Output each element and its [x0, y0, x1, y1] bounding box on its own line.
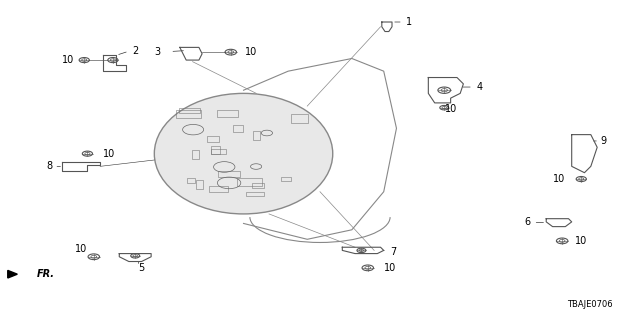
- Text: 10: 10: [245, 47, 257, 57]
- Text: 4: 4: [476, 82, 483, 92]
- Text: 10: 10: [75, 244, 87, 254]
- Bar: [176, 110, 200, 118]
- Text: 2: 2: [132, 45, 138, 56]
- Bar: [218, 110, 237, 117]
- Bar: [179, 108, 200, 113]
- Text: 3: 3: [155, 47, 161, 57]
- Text: 9: 9: [600, 136, 607, 146]
- Bar: [281, 177, 291, 181]
- Text: 6: 6: [524, 218, 531, 228]
- Bar: [291, 114, 308, 123]
- Ellipse shape: [154, 93, 333, 214]
- Text: FR.: FR.: [36, 269, 54, 279]
- Text: 10: 10: [384, 263, 396, 273]
- Text: TBAJE0706: TBAJE0706: [568, 300, 613, 309]
- Text: 10: 10: [553, 174, 565, 184]
- Bar: [253, 131, 260, 140]
- Text: 5: 5: [138, 263, 145, 273]
- Bar: [211, 146, 220, 154]
- Bar: [188, 178, 195, 183]
- Text: 10: 10: [575, 236, 587, 246]
- Text: 1: 1: [406, 17, 412, 27]
- Bar: [237, 178, 262, 186]
- Bar: [211, 149, 226, 154]
- Bar: [246, 192, 264, 196]
- Polygon shape: [8, 270, 17, 278]
- Bar: [192, 150, 199, 158]
- Text: 10: 10: [445, 104, 457, 114]
- Bar: [233, 125, 243, 132]
- Text: 8: 8: [46, 161, 52, 171]
- Text: 7: 7: [390, 247, 396, 257]
- Bar: [252, 183, 264, 188]
- Text: 10: 10: [62, 55, 74, 65]
- Bar: [196, 180, 204, 188]
- Bar: [207, 136, 219, 142]
- Bar: [218, 171, 241, 177]
- Text: 10: 10: [103, 149, 116, 159]
- Bar: [209, 187, 228, 192]
